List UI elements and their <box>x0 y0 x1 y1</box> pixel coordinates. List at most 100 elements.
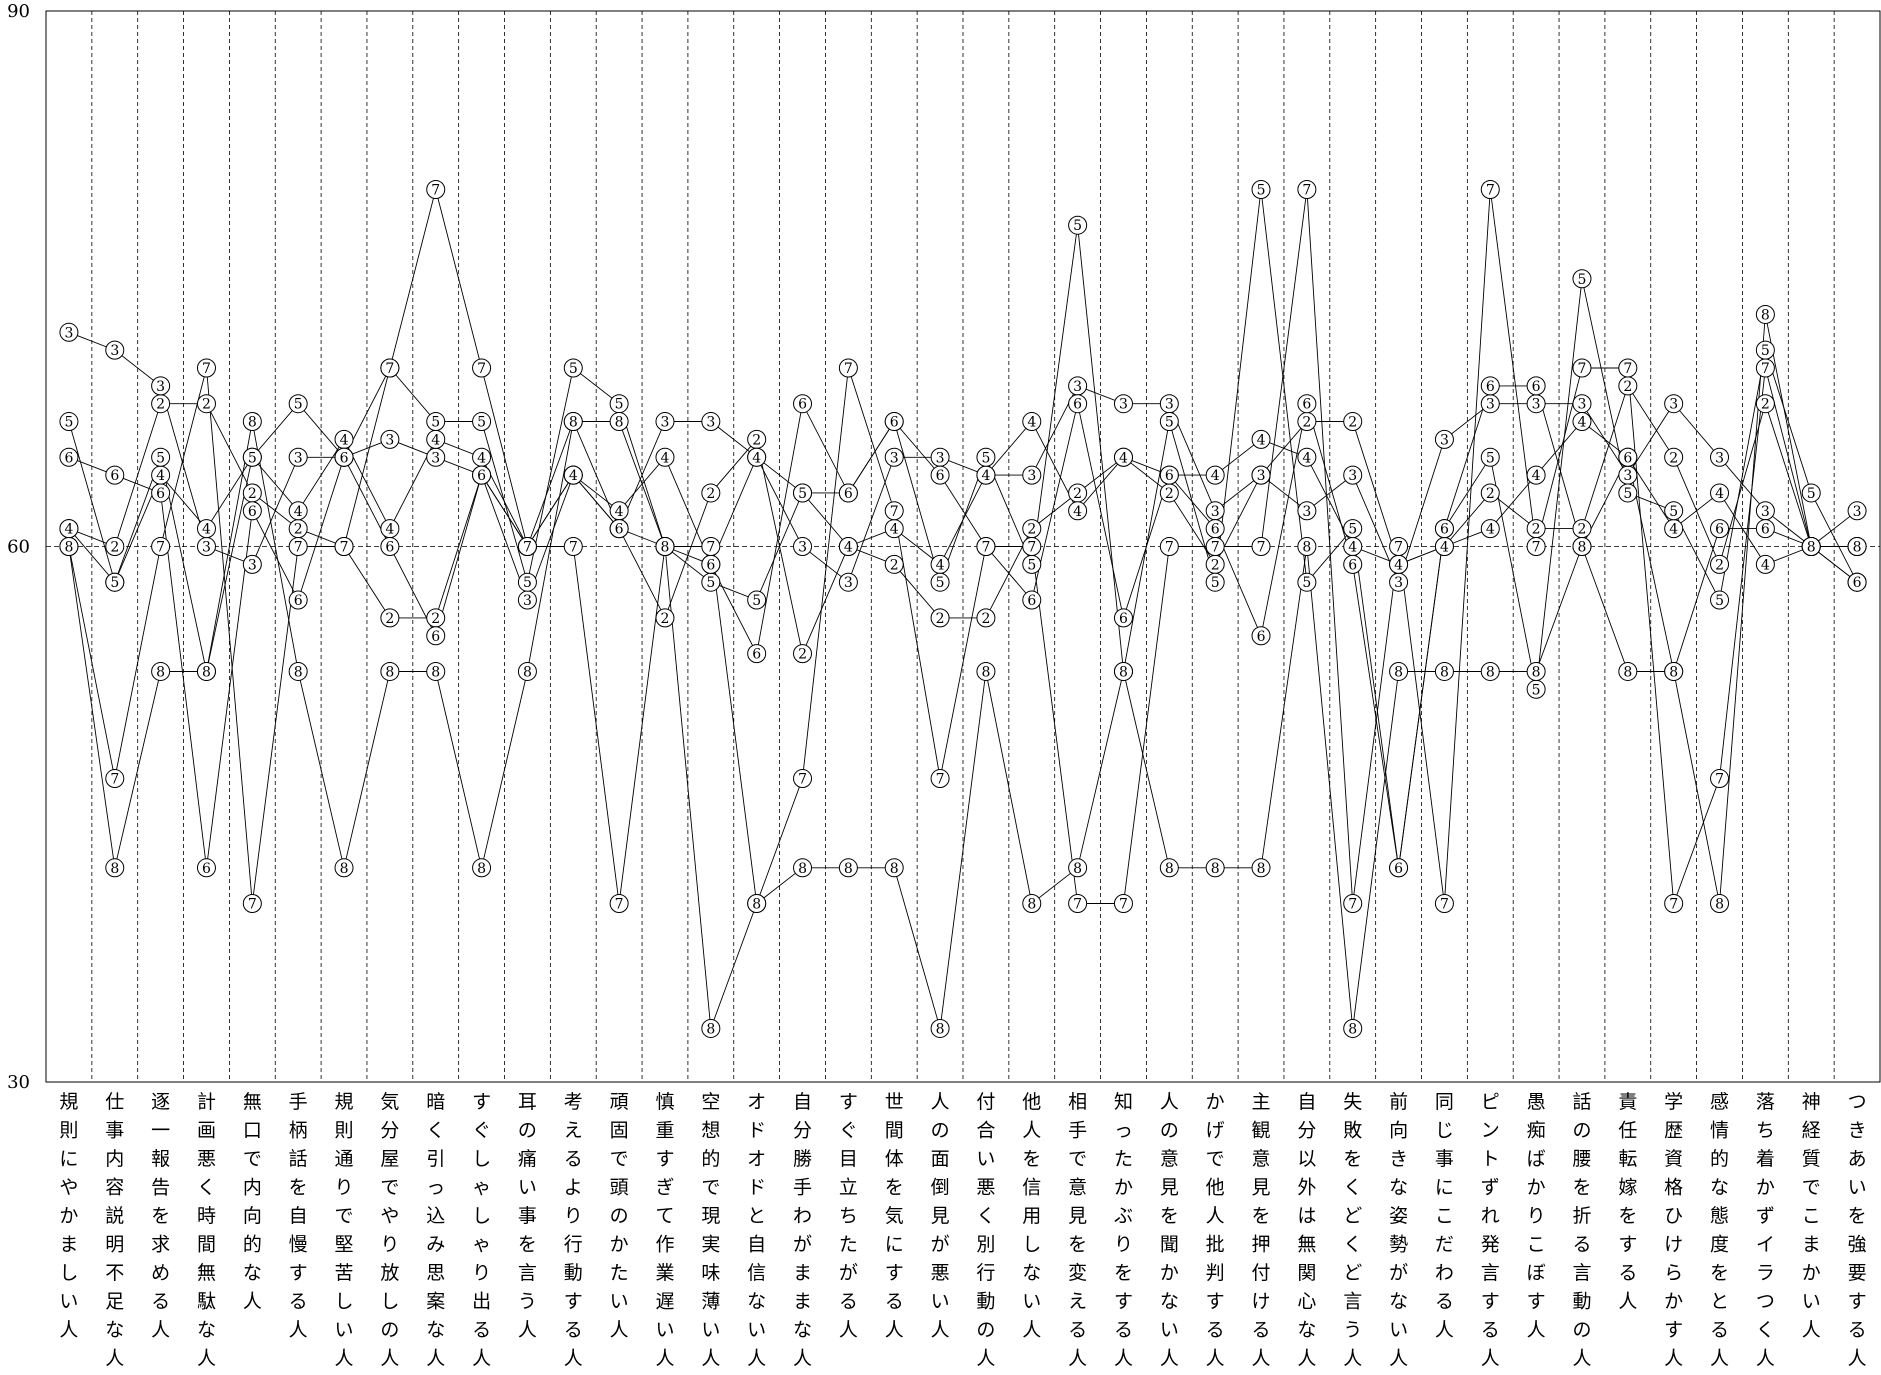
data-point: 7 <box>1710 769 1730 789</box>
data-point-label: 6 <box>844 486 853 502</box>
data-point-marker <box>288 447 308 467</box>
data-point-label: 3 <box>844 575 853 591</box>
data-point: 2 <box>1755 394 1775 414</box>
data-point: 8 <box>884 858 904 878</box>
category-label: 規則通りで堅苦しい人 <box>335 1091 354 1370</box>
data-point: 8 <box>1068 858 1088 878</box>
data-point: 7 <box>609 894 629 913</box>
data-point: 8 <box>1480 661 1500 681</box>
data-point: 8 <box>1664 661 1684 681</box>
data-point-label: 8 <box>1257 861 1266 877</box>
data-point-label: 7 <box>1394 540 1403 556</box>
data-point-marker <box>884 554 904 574</box>
data-point-label: 7 <box>890 504 899 520</box>
data-point-label: 7 <box>569 540 578 556</box>
data-point-marker <box>1251 537 1271 556</box>
data-point: 8 <box>747 894 767 913</box>
data-point-marker <box>196 519 216 539</box>
data-point-marker <box>1022 465 1042 485</box>
data-point-label: 8 <box>385 664 394 680</box>
data-point-marker <box>563 465 583 485</box>
data-point-label: 4 <box>569 468 578 484</box>
data-point-marker <box>1389 661 1409 681</box>
data-point: 4 <box>655 447 675 467</box>
data-point: 2 <box>242 483 262 503</box>
data-point-label: 5 <box>569 361 578 377</box>
data-point-label: 8 <box>1623 664 1632 680</box>
data-point-label: 8 <box>1165 861 1174 877</box>
data-point: 5 <box>1710 590 1730 610</box>
data-point-marker <box>1251 429 1271 449</box>
data-point: 4 <box>380 519 400 539</box>
data-point-label: 3 <box>1073 379 1082 395</box>
data-point: 8 <box>1755 304 1775 324</box>
data-point: 5 <box>747 590 767 610</box>
category-label: 手柄話を自慢する人 <box>289 1091 308 1341</box>
data-point: 6 <box>793 394 813 414</box>
data-point-marker <box>517 537 537 556</box>
data-point-label: 3 <box>1027 468 1036 484</box>
data-point-label: 3 <box>798 540 807 556</box>
data-point-marker <box>1572 537 1592 556</box>
data-point: 7 <box>976 537 996 556</box>
data-point: 4 <box>59 519 79 539</box>
data-point-label: 6 <box>752 647 761 663</box>
data-point: 6 <box>930 465 950 485</box>
data-point-label: 8 <box>569 415 578 431</box>
data-point-marker <box>1755 358 1775 378</box>
data-point: 8 <box>609 412 629 432</box>
data-point-marker <box>747 447 767 467</box>
data-point: 6 <box>609 519 629 539</box>
category-label: 仕事内容説明不足な人 <box>105 1091 124 1370</box>
data-point-label: 3 <box>202 540 211 556</box>
data-point: 7 <box>1618 358 1638 378</box>
data-point-label: 3 <box>110 343 119 359</box>
data-point: 6 <box>1480 376 1500 396</box>
data-point-label: 7 <box>1119 897 1128 913</box>
data-point-label: 4 <box>1211 468 1220 484</box>
data-point-label: 8 <box>615 415 624 431</box>
data-point-marker <box>884 447 904 467</box>
data-point-label: 7 <box>477 361 486 377</box>
data-point-marker <box>105 340 125 360</box>
data-point-marker <box>1068 501 1088 521</box>
data-point: 4 <box>563 465 583 485</box>
data-point-marker <box>930 465 950 485</box>
data-point-marker <box>380 661 400 681</box>
series-line-8 <box>68 314 1858 1029</box>
data-point-label: 4 <box>1302 450 1311 466</box>
data-point: 3 <box>105 340 125 360</box>
category-label: 規則にやかましい人 <box>59 1091 78 1341</box>
data-point-label: 5 <box>1669 504 1678 520</box>
data-point-marker <box>288 501 308 521</box>
data-point-marker <box>1618 483 1638 503</box>
data-point-label: 5 <box>798 486 807 502</box>
data-point-label: 4 <box>844 540 853 556</box>
data-point: 4 <box>288 501 308 521</box>
data-point-marker <box>242 501 262 521</box>
data-point: 7 <box>196 358 216 378</box>
data-point-label: 3 <box>1623 468 1632 484</box>
data-point-marker <box>930 572 950 592</box>
data-point-marker <box>242 894 262 913</box>
data-point-label: 4 <box>1348 540 1357 556</box>
data-point: 7 <box>1068 894 1088 913</box>
data-point: 6 <box>288 590 308 610</box>
data-point-label: 2 <box>202 397 211 413</box>
data-point: 7 <box>1159 537 1179 556</box>
data-point-marker <box>655 447 675 467</box>
data-point-marker <box>1251 465 1271 485</box>
data-point-label: 3 <box>294 450 303 466</box>
data-point-marker <box>884 501 904 521</box>
data-point-label: 6 <box>202 861 211 877</box>
data-point-label: 5 <box>248 450 257 466</box>
data-point: 6 <box>196 858 216 878</box>
data-point-label: 8 <box>431 664 440 680</box>
data-point-marker <box>1159 537 1179 556</box>
data-point-marker <box>793 537 813 556</box>
data-point-label: 2 <box>431 611 440 627</box>
data-point-marker <box>59 537 79 556</box>
data-point: 3 <box>1434 429 1454 449</box>
data-point-label: 2 <box>1715 557 1724 573</box>
data-point: 4 <box>1022 412 1042 432</box>
